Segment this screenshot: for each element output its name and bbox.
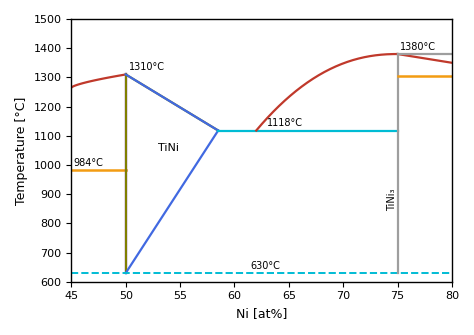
Text: 1380°C: 1380°C	[400, 42, 436, 52]
Y-axis label: Temperature [°C]: Temperature [°C]	[15, 96, 28, 205]
Text: TiNi₃: TiNi₃	[387, 189, 397, 211]
Text: 630°C: 630°C	[251, 261, 281, 271]
X-axis label: Ni [at%]: Ni [at%]	[236, 307, 287, 320]
Text: 1118°C: 1118°C	[267, 119, 303, 128]
Text: 984°C: 984°C	[73, 158, 103, 168]
Text: 1310°C: 1310°C	[129, 62, 165, 72]
Text: TiNi: TiNi	[158, 143, 179, 153]
